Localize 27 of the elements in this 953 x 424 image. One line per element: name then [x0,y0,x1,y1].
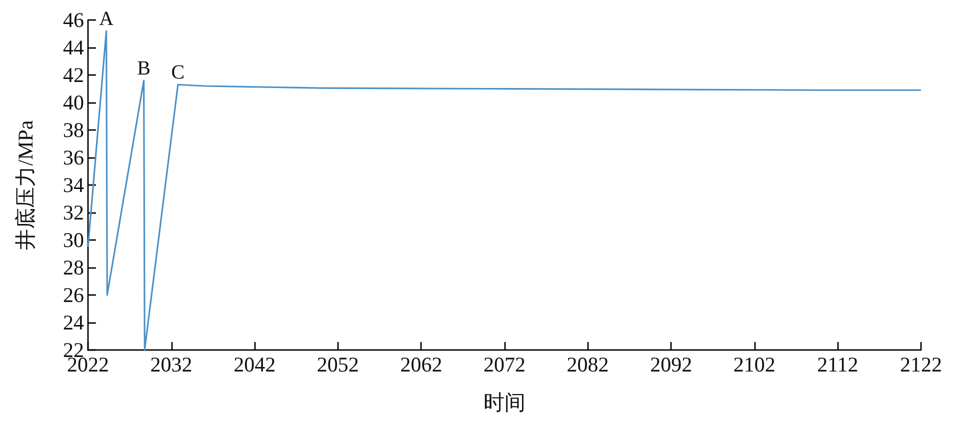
y-tick-label: 26 [63,283,84,307]
annotation: B [137,58,150,80]
y-tick-label: 36 [63,146,84,170]
x-tick-label: 2122 [900,352,942,376]
x-tick-label: 2102 [733,352,776,376]
y-tick-label: 42 [63,63,84,87]
x-tick-label: 2112 [817,352,858,376]
x-tick-label: 2062 [400,352,442,376]
y-tick-label: 46 [63,8,84,32]
annotation: C [171,62,185,84]
y-tick-label: 40 [63,90,84,114]
y-tick-label: 34 [63,173,84,197]
y-tick-label: 38 [63,118,84,142]
y-tick-label: 32 [63,200,84,224]
x-tick-label: 2042 [234,352,276,376]
x-tick-label: 2092 [650,352,692,376]
y-tick-label: 44 [63,36,84,60]
y-tick-label: 24 [63,310,84,334]
y-axis-title: 井底压力/MPa [14,120,38,250]
x-tick-label: 2032 [150,352,192,376]
x-tick-label: 2052 [316,352,359,376]
x-tick-label: 2082 [566,352,609,376]
x-axis-title: 时间 [484,390,526,414]
y-tick-label: 28 [63,256,84,280]
annotation: A [99,8,114,30]
x-tick-label: 2072 [484,352,526,376]
y-tick-label: 30 [63,228,84,252]
